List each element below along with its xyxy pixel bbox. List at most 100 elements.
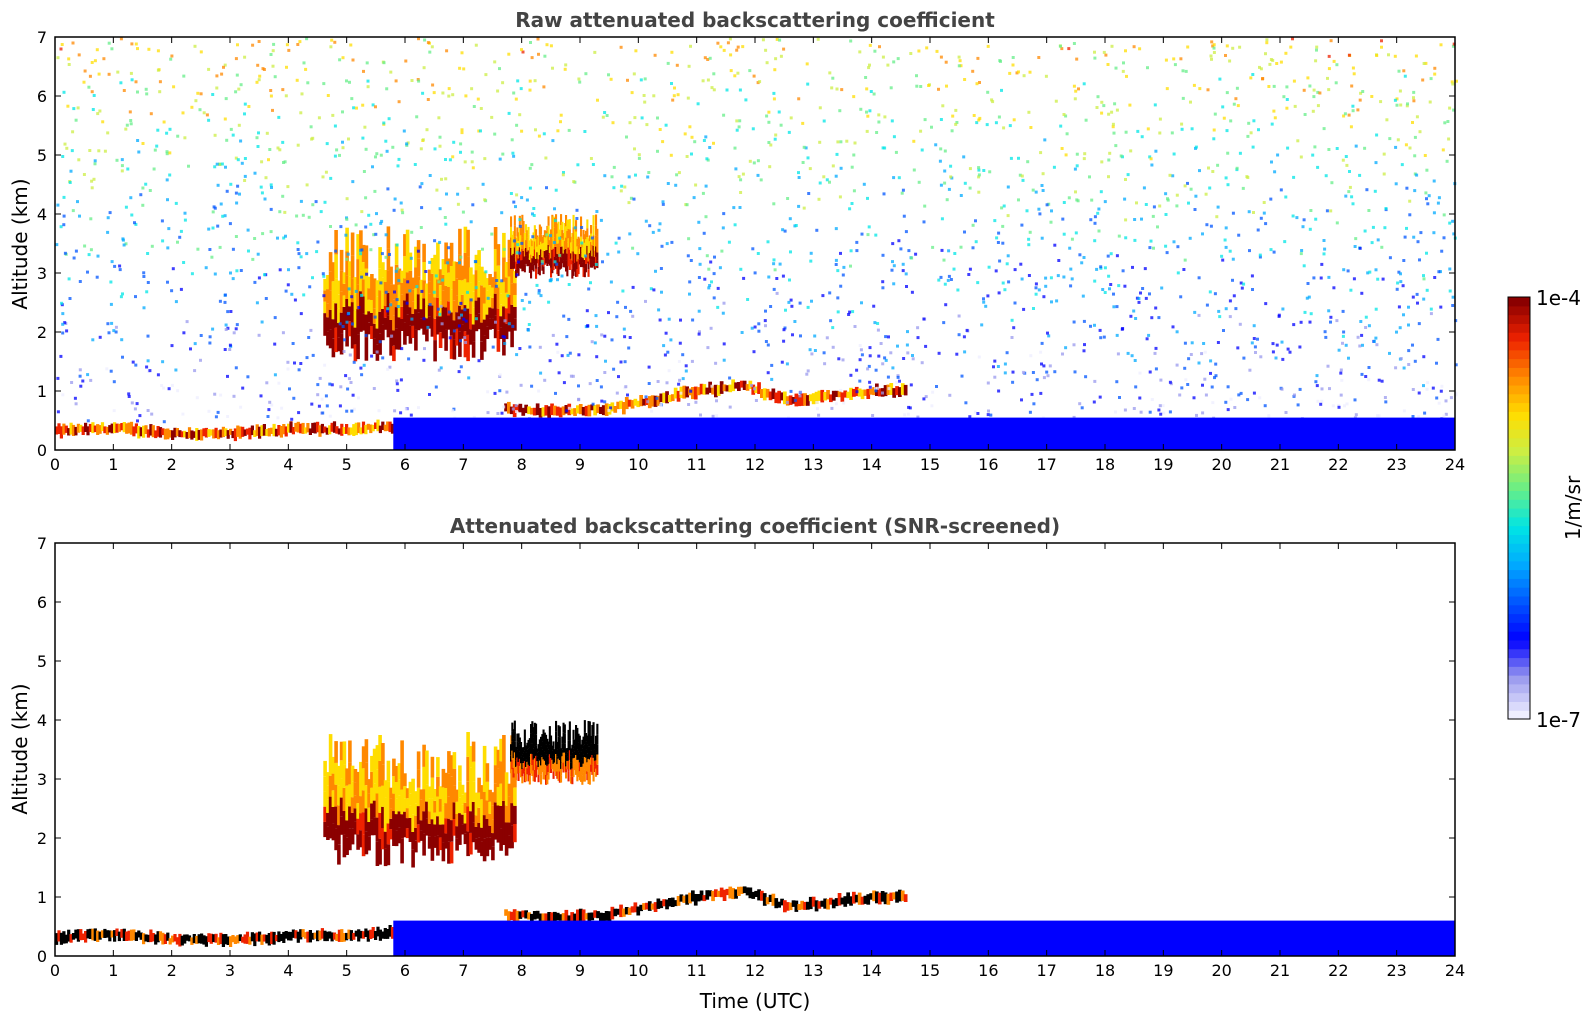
colorbar-swatch [1508,613,1530,623]
noise-point [530,163,534,167]
cloud-cell [586,744,589,754]
layer-cell [547,912,551,922]
layer-cell [311,932,315,940]
noise-point [1181,69,1185,73]
noise-point [226,310,230,314]
noise-point [361,136,365,140]
layer-cell [274,428,279,437]
cloud-cell [449,776,454,799]
noise-point [556,350,560,354]
noise-point [88,149,92,152]
cloud-cell [557,736,560,748]
noise-point [707,267,711,271]
noise-point [120,338,124,342]
cloud-cell [504,277,509,293]
cloud-cell [511,722,514,732]
cloud-cell [348,784,352,807]
cloud-cell [422,243,426,262]
layer-cell [64,425,68,433]
noise-point [1168,173,1172,177]
noise-point [785,362,789,366]
noise-point [59,354,63,358]
cloud-cell [348,261,352,277]
noise-point [1370,241,1374,245]
noise-point [299,255,303,259]
noise-point [1074,231,1078,235]
noise-point [202,111,206,115]
noise-point [1365,188,1369,192]
noise-point [351,393,355,397]
cloud-cell [447,751,451,774]
noise-point [156,373,160,377]
noise-point [1245,175,1249,179]
x-tick-label: 2 [167,961,177,980]
layer-cell [550,403,554,416]
noise-point [1371,225,1375,229]
cloud-cell [518,236,521,248]
noise-point [139,193,143,197]
cloud-cell [560,257,563,269]
y-tick-label: 1 [37,888,47,907]
noise-point [666,61,670,65]
cloud-cell [337,805,341,826]
noise-point [626,393,629,397]
noise-point [1265,38,1269,42]
noise-point [708,284,712,287]
cloud-cell [447,301,451,316]
layer-cell [630,400,635,409]
noise-point [1368,270,1372,274]
noise-point [70,381,74,384]
noise-point [266,415,270,418]
cloud-cell [425,801,429,819]
noise-point [286,360,290,364]
noise-point [120,158,124,162]
noise-point [1353,398,1357,402]
noise-point [1203,350,1207,354]
cloud-cell [542,266,545,275]
noise-point [818,106,822,110]
noise-point [124,205,128,209]
noise-point [909,383,913,387]
noise-point [590,340,594,344]
noise-point [290,292,294,296]
layer-cell [653,395,658,407]
noise-point [996,365,1000,368]
cloud-cell [438,332,443,348]
cloud-cell [367,836,371,851]
noise-point [386,307,390,311]
noise-point [1413,189,1417,193]
noise-point [321,175,325,179]
cloud-cell [345,837,349,855]
noise-point [977,190,981,194]
noise-point [131,360,135,364]
noise-point [721,226,725,230]
noise-point [219,202,223,206]
cloud-cell [540,746,543,756]
layer-cell [751,891,756,899]
cloud-cell [513,283,517,295]
noise-point [1442,236,1446,240]
cloud-cell [350,797,355,813]
noise-point [1320,399,1324,403]
noise-point [1422,297,1426,301]
noise-point [112,409,116,413]
noise-point [1020,223,1024,227]
layer-cell [229,428,233,435]
cloud-cell [350,765,355,782]
colorbar-swatch [1508,437,1530,448]
noise-point [1444,399,1448,403]
cloud-cell [536,246,539,253]
cloud-cell [416,258,421,277]
noise-point [1131,265,1134,269]
noise-point [868,109,872,113]
cloud-cell [474,315,479,332]
noise-point [567,406,571,410]
cloud-cell [419,799,424,810]
noise-point [1001,241,1005,245]
noise-point [901,262,905,266]
cloud-cell [364,314,369,338]
cloud-cell [513,769,517,788]
cloud-cell [342,318,347,330]
cloud-cell [458,280,462,306]
y-tick-label: 6 [37,593,47,612]
